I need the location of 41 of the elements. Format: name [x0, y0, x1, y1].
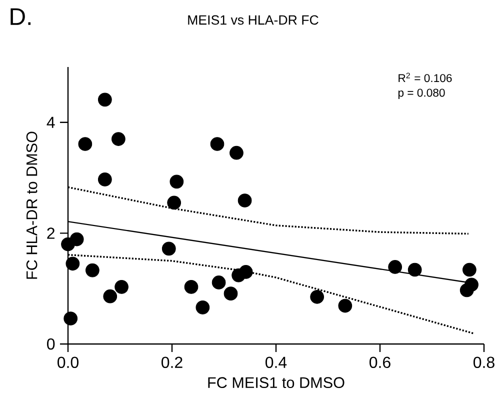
point	[162, 242, 176, 256]
point	[66, 256, 80, 271]
x-tick-label: 0.4	[266, 356, 287, 368]
point	[103, 289, 118, 304]
y-tick-label: 0	[47, 338, 55, 350]
point	[98, 92, 112, 107]
point	[170, 174, 184, 189]
text: D.	[10, 8, 31, 25]
point	[70, 232, 84, 246]
annotation: p = 0.080	[398, 88, 445, 99]
point	[230, 146, 244, 160]
point	[86, 263, 100, 278]
point	[210, 137, 224, 151]
point	[408, 262, 422, 277]
x-tick-label: 0.8	[474, 356, 494, 368]
chart-title: MEIS1 vs HLA-DR FC	[188, 15, 318, 25]
point	[98, 172, 112, 186]
point	[167, 196, 182, 210]
point	[310, 290, 324, 304]
x-axis-title: FC MEIS1 to DMSO	[208, 377, 344, 388]
point	[238, 265, 253, 279]
point	[64, 312, 78, 326]
x-tick-label: 0.2	[162, 356, 182, 368]
point	[114, 280, 128, 294]
x-tick-label: 0.6	[370, 356, 390, 368]
point	[388, 260, 402, 274]
point	[196, 300, 210, 314]
x-tick-label: 0.0	[58, 356, 79, 368]
point	[224, 286, 238, 301]
y-tick-label: 4	[46, 116, 55, 128]
point	[460, 283, 474, 298]
y-tick-label: 2	[47, 228, 54, 239]
point	[184, 280, 198, 294]
point	[462, 262, 476, 277]
point	[78, 137, 92, 151]
point	[238, 194, 252, 208]
annotation: R$^{2}$ = 0.106	[398, 72, 452, 82]
point	[112, 132, 126, 146]
point	[338, 298, 352, 313]
point	[212, 276, 226, 290]
y-axis-title: FC HLA-DR to DMSO	[26, 132, 38, 279]
